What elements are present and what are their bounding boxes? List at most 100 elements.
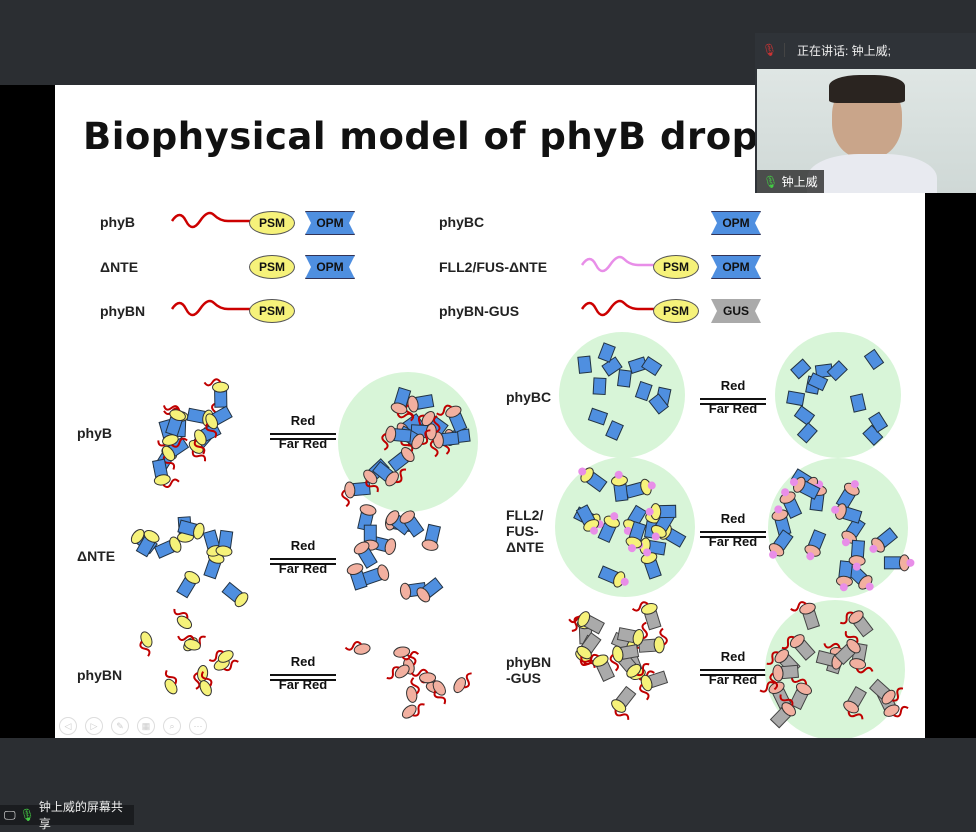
nte-mark	[436, 404, 452, 416]
mic-muted-icon[interactable]: 🎙	[755, 43, 785, 57]
zoom-icon[interactable]: ⌕	[163, 717, 181, 735]
fll2-mark	[610, 512, 619, 521]
nte-mark	[162, 478, 180, 489]
nte-mark	[396, 412, 414, 419]
molecule	[152, 458, 180, 489]
molecule	[616, 621, 648, 646]
psm-mark	[385, 510, 400, 526]
molecule	[436, 404, 468, 434]
psm-mark	[176, 615, 193, 630]
opm-mark	[441, 431, 460, 447]
nte-mark	[779, 694, 794, 706]
molecule	[807, 372, 829, 392]
model-label: phyBN	[77, 667, 123, 683]
molecule	[779, 488, 803, 519]
letterbox-right	[925, 85, 976, 738]
molecule	[848, 539, 866, 571]
model-label: ΔNTE	[77, 548, 116, 564]
opm-mark	[850, 539, 866, 558]
opm-mark	[597, 342, 616, 363]
speaker-video-tile[interactable]: 🎙 正在讲话: 钟上威; 🎙 钟上威	[755, 33, 976, 193]
molecule	[641, 355, 663, 377]
nte-mark	[432, 415, 441, 433]
nte-mark	[463, 672, 472, 689]
psm-mark	[169, 536, 182, 553]
fll2-mark	[590, 526, 599, 535]
psm-domain: PSM	[653, 299, 699, 323]
red-farred-arrow: Red Far Red	[700, 378, 766, 426]
psm-mark	[130, 528, 145, 545]
nte-mark	[823, 642, 841, 649]
previous-icon[interactable]: ◁	[59, 717, 77, 735]
nte-mark	[193, 439, 206, 455]
person-shirt	[807, 154, 937, 193]
opm-mark	[863, 348, 885, 371]
fll2-mark	[841, 538, 850, 547]
molecule	[453, 672, 472, 694]
nte-mark	[401, 650, 420, 661]
opm-mark	[577, 355, 593, 374]
fll2-mark	[852, 562, 861, 571]
opm-mark	[826, 360, 848, 382]
molecule	[639, 670, 669, 701]
molecule	[786, 390, 806, 407]
fll2-mark	[651, 532, 660, 541]
fll2-mark	[850, 480, 859, 489]
more-icon[interactable]: ⋯	[189, 717, 207, 735]
mic-icon: 🎙	[763, 175, 779, 189]
molecule	[597, 565, 629, 588]
nte-mark	[177, 634, 195, 641]
psm-domain: PSM	[249, 255, 295, 279]
nte-mark	[365, 480, 379, 493]
molecule	[208, 650, 234, 663]
nte-mark	[631, 601, 649, 612]
opm-mark	[883, 556, 901, 570]
molecule	[638, 627, 668, 654]
next-icon[interactable]: ▷	[85, 717, 103, 735]
molecule	[203, 551, 225, 580]
molecule	[153, 536, 182, 559]
gus-mark	[620, 644, 640, 660]
nte-tail-icon	[170, 299, 250, 317]
molecule	[390, 386, 414, 419]
molecule	[597, 512, 620, 544]
fll2-mark	[769, 550, 778, 559]
nte-mark	[429, 439, 439, 458]
nte-mark	[381, 432, 389, 451]
molecule	[849, 393, 867, 413]
fll2-mark	[906, 558, 915, 567]
psm-mark	[781, 702, 796, 717]
psm-mark	[411, 433, 425, 450]
fll2-mark	[781, 488, 790, 497]
molecule	[205, 405, 233, 439]
red-farred-arrow: Red Far Red	[270, 413, 336, 461]
participant-name: 🎙 钟上威	[757, 170, 824, 193]
opm-domain: OPM	[711, 255, 761, 279]
speaker-header: 🎙 正在讲话: 钟上威;	[755, 33, 976, 67]
pen-icon[interactable]: ✎	[111, 717, 129, 735]
grid-icon[interactable]: ▦	[137, 717, 155, 735]
molecule	[575, 504, 600, 535]
opm-mark	[592, 377, 607, 396]
molecule	[341, 481, 371, 508]
molecule	[386, 664, 410, 680]
slide-title: Biophysical model of phyB droplet a	[83, 115, 855, 158]
molecule	[577, 355, 593, 374]
shared-slide: Biophysical model of phyB droplet a phyB…	[55, 85, 925, 738]
molecule	[203, 378, 230, 408]
opm-mark	[868, 411, 889, 433]
molecule	[576, 632, 602, 667]
molecule	[139, 631, 153, 657]
psm-mark	[353, 643, 371, 655]
molecule	[617, 369, 632, 388]
psm-mark	[421, 539, 439, 551]
opm-mark	[641, 355, 663, 377]
opm-mark	[218, 529, 234, 549]
construct-label: ΔNTE	[100, 259, 139, 275]
molecule	[790, 358, 812, 380]
nte-mark	[847, 711, 864, 720]
nte-mark	[203, 378, 222, 387]
opm-mark	[659, 504, 677, 519]
fll2-mark	[869, 544, 878, 553]
molecule	[162, 405, 186, 437]
